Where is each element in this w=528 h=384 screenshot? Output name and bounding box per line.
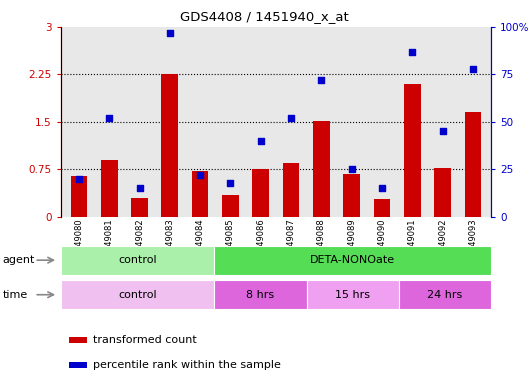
Text: 15 hrs: 15 hrs	[335, 290, 370, 300]
Point	[287, 115, 295, 121]
Text: agent: agent	[3, 255, 35, 265]
Point	[196, 172, 204, 178]
Text: time: time	[3, 290, 28, 300]
Text: control: control	[118, 290, 157, 300]
Bar	[252, 169, 269, 217]
Text: control: control	[118, 255, 157, 265]
Point	[135, 185, 144, 192]
Bar	[343, 174, 360, 217]
Bar	[71, 176, 87, 217]
Text: transformed count: transformed count	[93, 335, 197, 345]
Point	[257, 138, 265, 144]
Point	[469, 66, 477, 72]
Point	[347, 166, 356, 172]
Bar	[282, 163, 299, 217]
Point	[438, 128, 447, 134]
Point	[408, 48, 417, 55]
Bar	[399, 280, 491, 309]
Bar	[313, 121, 329, 217]
Bar	[61, 280, 214, 309]
Point	[378, 185, 386, 192]
Point	[74, 176, 83, 182]
Text: 8 hrs: 8 hrs	[247, 290, 275, 300]
Bar	[214, 280, 307, 309]
Bar	[61, 246, 214, 275]
Text: DETA-NONOate: DETA-NONOate	[310, 255, 395, 265]
Point	[105, 115, 114, 121]
Point	[317, 77, 326, 83]
Text: percentile rank within the sample: percentile rank within the sample	[93, 360, 281, 370]
Bar	[214, 246, 491, 275]
Bar	[101, 160, 118, 217]
Bar	[465, 113, 481, 217]
Bar	[162, 74, 178, 217]
Point	[166, 30, 174, 36]
Bar	[434, 167, 451, 217]
Bar	[69, 336, 87, 343]
Bar	[69, 362, 87, 368]
Text: GDS4408 / 1451940_x_at: GDS4408 / 1451940_x_at	[180, 10, 348, 23]
Bar	[404, 84, 421, 217]
Bar	[374, 199, 390, 217]
Bar	[307, 280, 399, 309]
Bar	[222, 195, 239, 217]
Point	[226, 180, 234, 186]
Text: 24 hrs: 24 hrs	[427, 290, 463, 300]
Bar	[131, 198, 148, 217]
Bar	[192, 171, 209, 217]
